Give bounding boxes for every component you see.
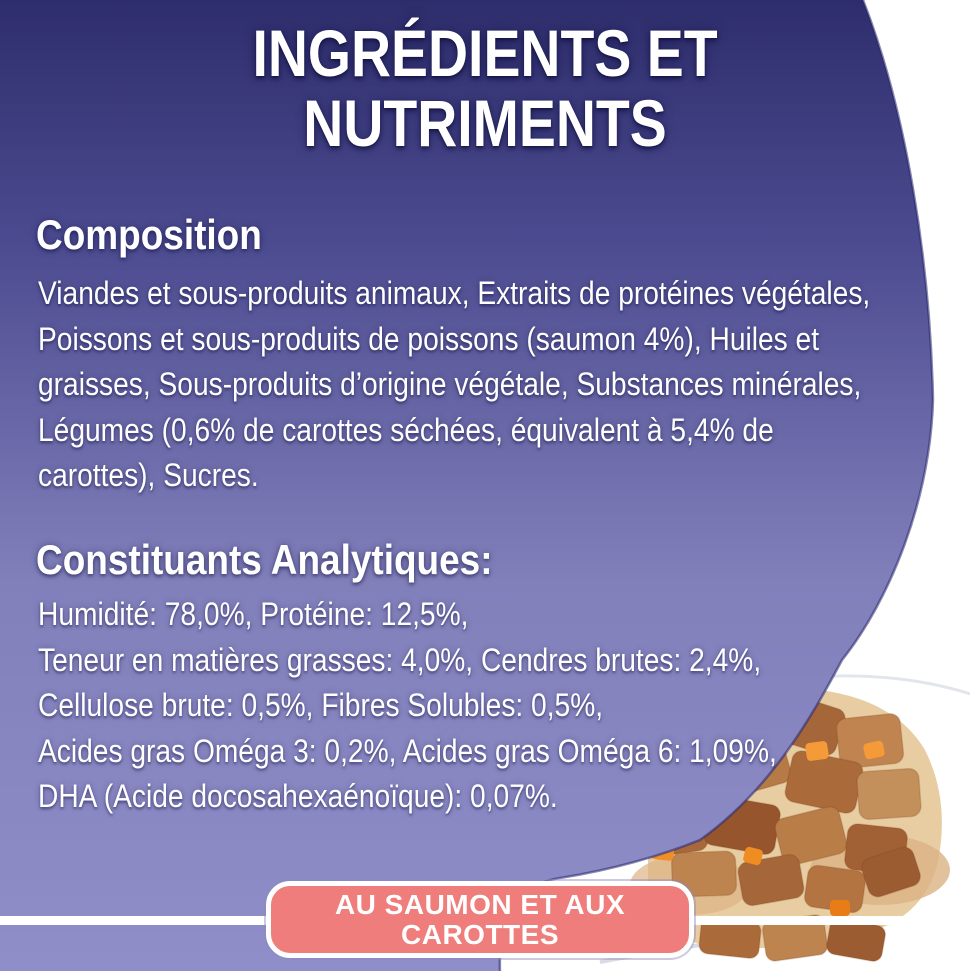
- analytical-line: Teneur en matières grasses: 4,0%, Cendre…: [38, 641, 762, 678]
- page-title: INGRÉDIENTS ET NUTRIMENTS: [0, 18, 970, 158]
- composition-line: carottes), Sucres.: [38, 457, 259, 493]
- label-panel-edge: [498, 0, 935, 971]
- analytical-heading: Constituants Analytiques:: [36, 536, 493, 583]
- page-title-line1: INGRÉDIENTS ET: [252, 16, 718, 90]
- analytical-line: Acides gras Oméga 3: 0,2%, Acides gras O…: [38, 732, 777, 769]
- composition-line: Viandes et sous-produits animaux, Extrai…: [38, 275, 871, 311]
- composition-line: Légumes (0,6% de carottes séchées, équiv…: [38, 411, 774, 448]
- page-title-line2: NUTRIMENTS: [303, 86, 667, 160]
- analytical-text: Humidité: 78,0%, Protéine: 12,5%, Teneur…: [38, 592, 878, 820]
- composition-line: Poissons et sous-produits de poissons (s…: [38, 320, 820, 357]
- flavor-badge-line2: CAROTTES: [401, 918, 559, 950]
- analytical-line: Humidité: 78,0%, Protéine: 12,5%,: [38, 596, 469, 632]
- composition-line: graisses, Sous-produits d’origine végéta…: [38, 366, 862, 402]
- flavor-badge: AU SAUMON ET AUX CAROTTES: [266, 881, 694, 958]
- composition-text: Viandes et sous-produits animaux, Extrai…: [38, 271, 970, 499]
- flavor-badge-line1: AU SAUMON ET AUX: [334, 888, 626, 920]
- analytical-line: Cellulose brute: 0,5%, Fibres Solubles: …: [38, 687, 604, 723]
- analytical-line: DHA (Acide docosahexaénoïque): 0,07%.: [38, 778, 558, 814]
- composition-heading: Composition: [36, 211, 262, 258]
- label-panel-shape: [0, 0, 933, 971]
